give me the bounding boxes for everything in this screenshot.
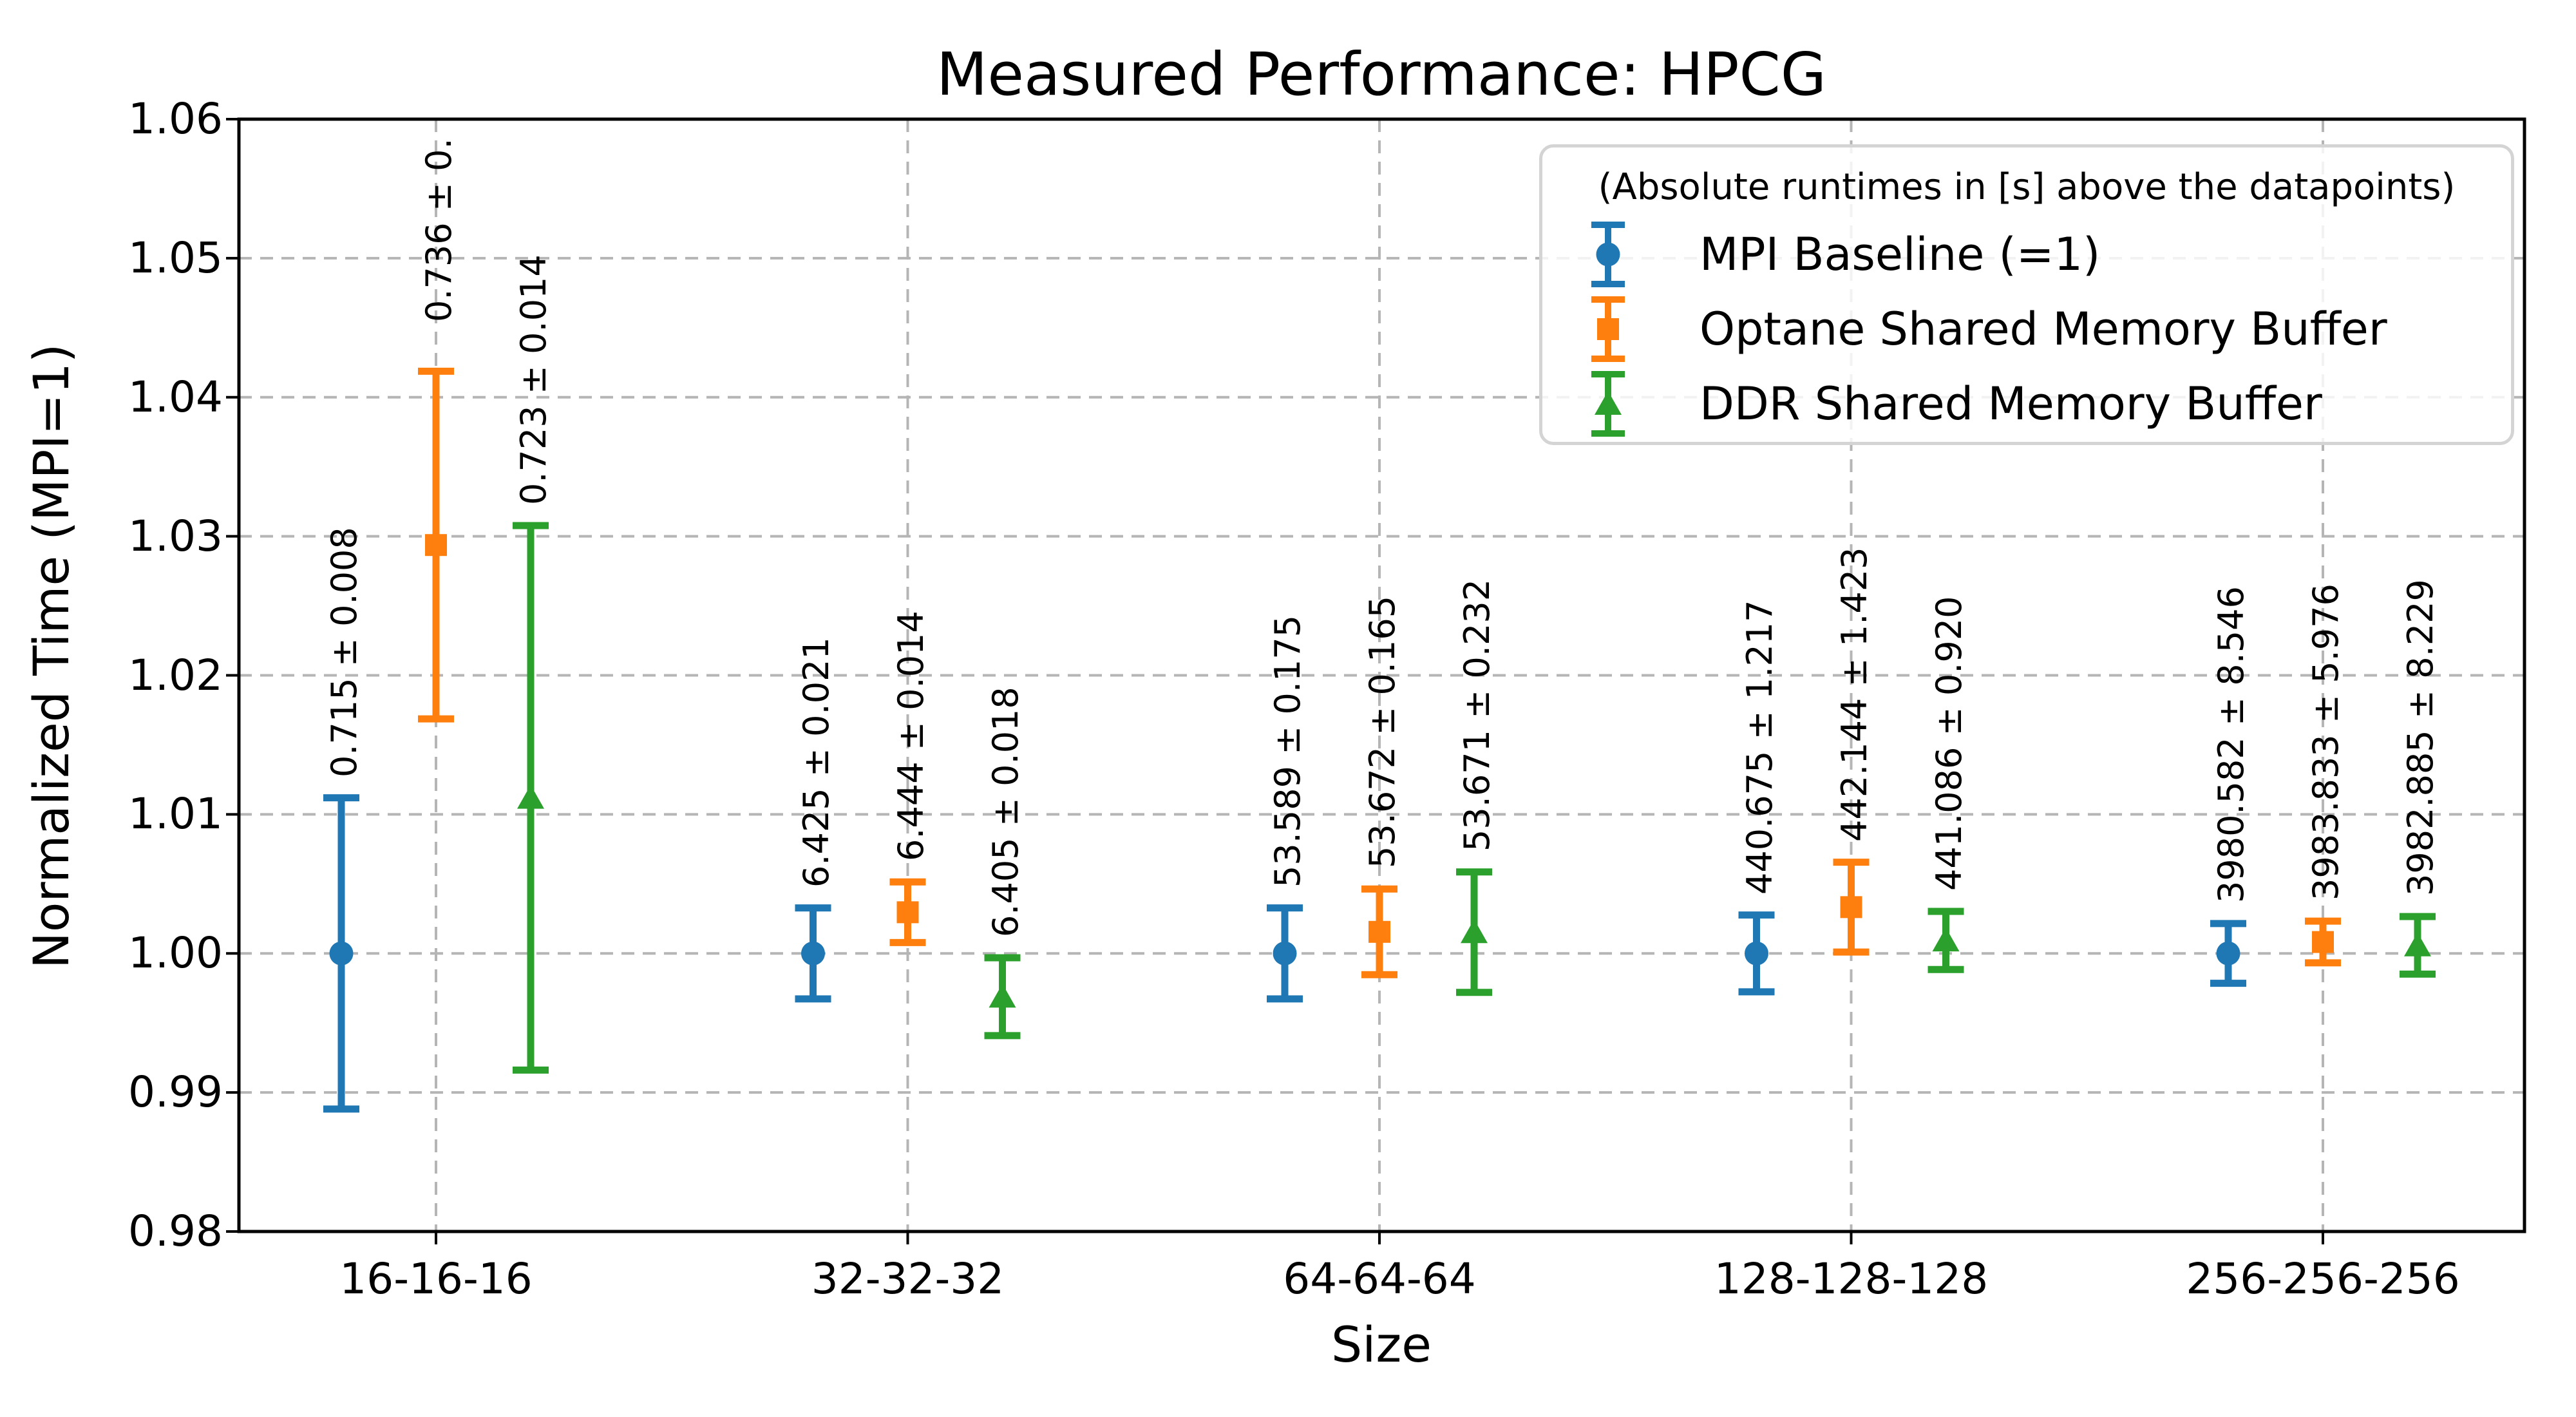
runtime-label: 6.444 ± 0.014 (890, 611, 931, 862)
runtime-label: 3983.833 ± 5.976 (2306, 584, 2346, 901)
y-tick-label: 1.06 (128, 94, 223, 144)
legend-entry: DDR Shared Memory Buffer (1542, 368, 2511, 440)
runtime-label: 6.405 ± 0.018 (985, 687, 1026, 937)
legend-entry: MPI Baseline (=1) (1542, 218, 2511, 290)
data-point-circle (1745, 941, 1768, 965)
y-tick-label: 1.01 (128, 789, 223, 839)
data-point-triangle (2404, 932, 2431, 956)
data-point-square (896, 901, 919, 924)
triangle-errorbar-icon (1591, 371, 1625, 437)
legend-entry: Optane Shared Memory Buffer (1542, 293, 2511, 365)
data-point-circle (801, 941, 825, 965)
runtime-label: 6.425 ± 0.021 (795, 636, 837, 888)
data-point-circle (329, 941, 354, 965)
x-tick-label: 128-128-128 (1714, 1254, 1989, 1304)
runtime-label: 3982.885 ± 8.229 (2400, 579, 2441, 897)
x-tick-label: 32-32-32 (811, 1254, 1005, 1304)
data-point-square (1368, 920, 1390, 943)
y-tick-label: 1.04 (128, 372, 223, 422)
y-tick-label: 1.02 (128, 650, 223, 700)
legend-entry-label: Optane Shared Memory Buffer (1700, 303, 2387, 356)
x-tick-label: 16-16-16 (339, 1254, 533, 1304)
runtime-label: 0.715 ± 0.008 (324, 526, 365, 777)
legend-entry-label: MPI Baseline (=1) (1700, 228, 2101, 281)
runtime-label: 440.675 ± 1.217 (1739, 600, 1780, 895)
runtime-label: 0.736 ± 0. (419, 138, 459, 322)
square-errorbar-icon (1591, 296, 1625, 362)
legend-entry-label: DDR Shared Memory Buffer (1700, 377, 2322, 430)
y-tick-label: 0.99 (128, 1067, 223, 1117)
x-axis-label: Size (1331, 1316, 1432, 1373)
data-point-square (425, 534, 447, 556)
data-point-circle (2216, 941, 2240, 965)
legend-title: (Absolute runtimes in [s] above the data… (1598, 166, 2456, 208)
runtime-label: 53.589 ± 0.175 (1267, 614, 1308, 888)
data-point-square (1840, 896, 1862, 918)
runtime-label: 53.672 ± 0.165 (1362, 596, 1403, 869)
data-point-circle (1273, 941, 1297, 965)
x-tick-label: 64-64-64 (1283, 1254, 1476, 1304)
chart-title: Measured Performance: HPCG (936, 40, 1827, 109)
data-point-triangle (1932, 927, 1960, 952)
runtime-label: 53.671 ± 0.232 (1457, 578, 1497, 851)
data-point-triangle (989, 984, 1016, 1008)
runtime-label: 441.086 ± 0.920 (1928, 596, 1969, 891)
x-tick-label: 256-256-256 (2186, 1254, 2460, 1304)
runtime-label: 0.723 ± 0.014 (513, 254, 554, 505)
circle-errorbar-icon (1591, 222, 1625, 287)
y-tick-label: 1.00 (128, 928, 223, 978)
runtime-label: 442.144 ± 1.423 (1833, 547, 1875, 842)
data-point-square (2312, 931, 2334, 953)
data-point-triangle (1461, 919, 1488, 944)
data-point-triangle (517, 785, 544, 809)
runtime-label: 3980.582 ± 8.546 (2211, 586, 2251, 903)
legend: (Absolute runtimes in [s] above the data… (1539, 144, 2514, 445)
y-tick-label: 1.03 (128, 511, 223, 561)
y-tick-label: 0.98 (128, 1206, 223, 1256)
y-tick-label: 1.05 (128, 233, 223, 283)
